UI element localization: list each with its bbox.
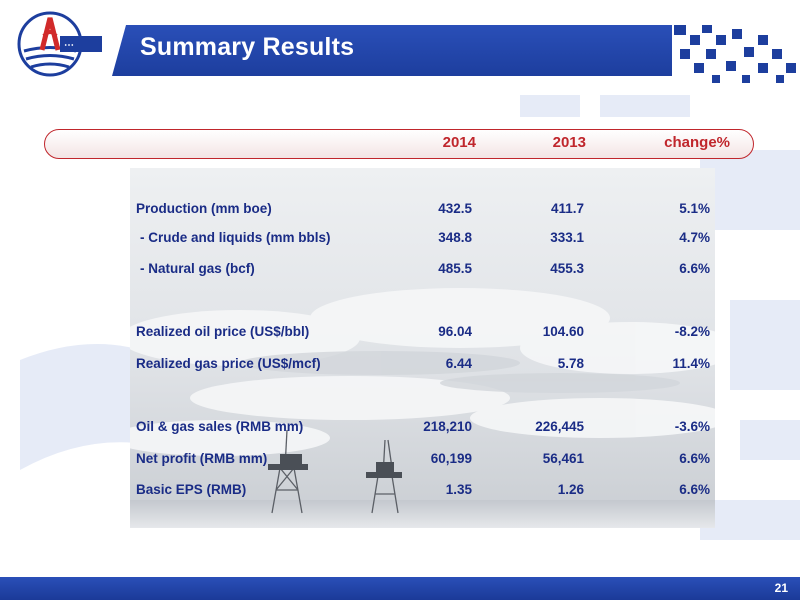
column-header-change: change%: [664, 134, 730, 151]
row-label: Oil & gas sales (RMB mm): [136, 419, 304, 434]
value-2014: 432.5: [438, 201, 472, 216]
footer-bar: 21: [0, 577, 800, 600]
page-number: 21: [774, 581, 788, 595]
svg-text:⋯: ⋯: [64, 40, 74, 51]
table-row: Realized gas price (US$/mcf) 6.44 5.78 1…: [0, 356, 800, 376]
table-row: Basic EPS (RMB) 1.35 1.26 6.6%: [0, 482, 800, 502]
value-change: 5.1%: [679, 201, 710, 216]
offshore-platform-photo: [130, 168, 715, 528]
value-2014: 348.8: [438, 230, 472, 245]
value-2014: 60,199: [430, 451, 472, 466]
value-2013: 411.7: [550, 201, 584, 216]
value-2014: 1.35: [445, 482, 472, 497]
table-row: Realized oil price (US$/bbl) 96.04 104.6…: [0, 324, 800, 344]
value-change: 11.4%: [672, 356, 710, 371]
row-label: Realized oil price (US$/bbl): [136, 324, 310, 339]
pixel-pattern-decoration: [672, 25, 800, 83]
value-2013: 333.1: [550, 230, 584, 245]
cnooc-logo-icon: ⋯: [17, 11, 102, 77]
value-2014: 6.44: [445, 356, 472, 371]
page-title: Summary Results: [140, 33, 355, 61]
column-header-bar: [44, 129, 754, 159]
value-2014: 218,210: [423, 419, 472, 434]
value-change: -8.2%: [674, 324, 710, 339]
value-2014: 485.5: [438, 261, 472, 276]
column-header-2013: 2013: [552, 134, 586, 151]
table-row: - Crude and liquids (mm bbls) 348.8 333.…: [0, 230, 800, 250]
table-row: Net profit (RMB mm) 60,199 56,461 6.6%: [0, 451, 800, 471]
value-2014: 96.04: [438, 324, 472, 339]
row-label: - Crude and liquids (mm bbls): [140, 230, 331, 245]
row-label: Realized gas price (US$/mcf): [136, 356, 321, 371]
value-2013: 1.26: [557, 482, 584, 497]
table-row: Production (mm boe) 432.5 411.7 5.1%: [0, 201, 800, 221]
row-label: Production (mm boe): [136, 201, 272, 216]
value-change: 6.6%: [679, 261, 710, 276]
value-2013: 5.78: [557, 356, 584, 371]
table-row: Oil & gas sales (RMB mm) 218,210 226,445…: [0, 419, 800, 439]
value-2013: 104.60: [542, 324, 584, 339]
value-2013: 226,445: [535, 419, 584, 434]
value-change: 6.6%: [679, 451, 710, 466]
value-change: -3.6%: [674, 419, 710, 434]
row-label: Basic EPS (RMB): [136, 482, 247, 497]
title-bar: [112, 25, 672, 76]
column-header-2014: 2014: [442, 134, 476, 151]
value-change: 6.6%: [679, 482, 710, 497]
value-2013: 56,461: [542, 451, 584, 466]
row-label: Net profit (RMB mm): [136, 451, 268, 466]
row-label: - Natural gas (bcf): [140, 261, 255, 276]
table-row: - Natural gas (bcf) 485.5 455.3 6.6%: [0, 261, 800, 281]
value-change: 4.7%: [679, 230, 710, 245]
value-2013: 455.3: [550, 261, 584, 276]
